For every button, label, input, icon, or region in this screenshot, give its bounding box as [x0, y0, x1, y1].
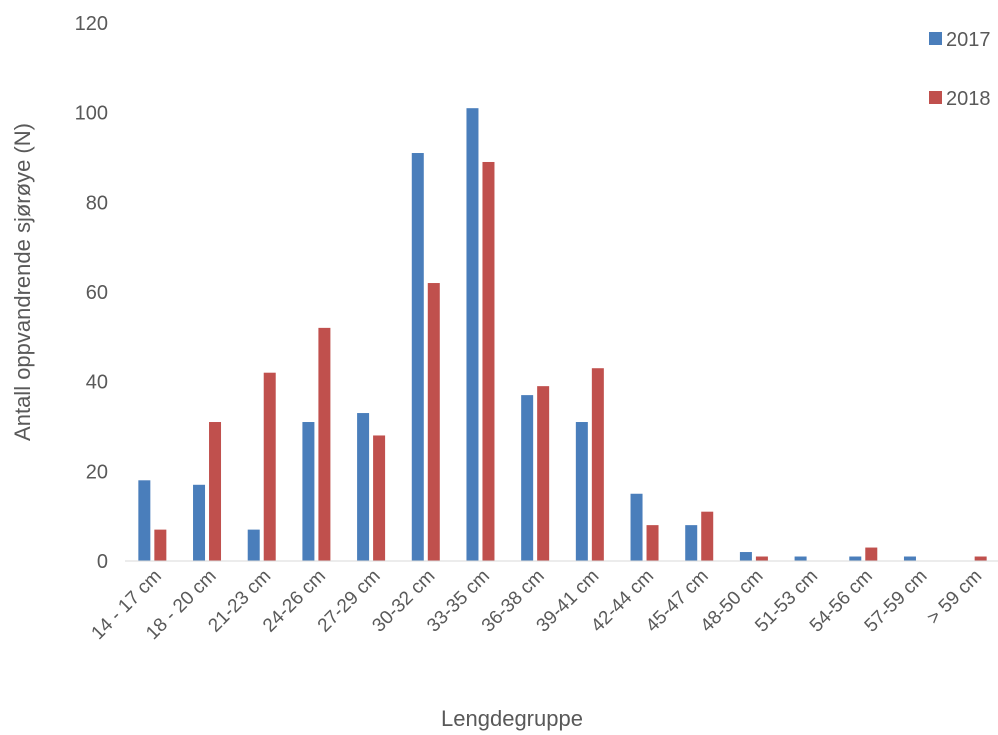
bar-2018-4 [318, 327, 331, 561]
bar-2017-11 [685, 525, 698, 561]
bar-2017-9 [575, 422, 588, 561]
bar-2018-16 [974, 556, 987, 561]
bar-2018-3 [263, 372, 276, 561]
y-tick-label: 40 [86, 372, 108, 394]
bar-2018-7 [482, 161, 495, 561]
legend-swatch-2018 [929, 91, 942, 104]
legend-label-2018: 2018 [946, 88, 991, 110]
bar-2017-5 [357, 413, 370, 561]
bar-2017-14 [849, 556, 862, 561]
legend-swatch-2017 [929, 32, 942, 45]
bar-2018-11 [701, 511, 714, 561]
x-axis-label: Lengdegruppe [441, 706, 583, 731]
x-tick-label: > 59 cm [923, 566, 986, 629]
bar-2018-12 [755, 556, 768, 561]
y-tick-label: 0 [97, 551, 108, 573]
bar-2018-2 [209, 422, 222, 561]
bars [138, 108, 987, 561]
bar-2018-10 [646, 525, 659, 561]
y-tick-label: 60 [86, 282, 108, 304]
bar-2017-7 [466, 108, 479, 561]
y-axis-label: Antall oppvandrende sjørøye (N) [10, 123, 35, 441]
y-tick-label: 20 [86, 461, 108, 483]
legend: 2017 2018 [929, 29, 991, 110]
bar-2018-9 [591, 368, 604, 561]
bar-2018-1 [154, 529, 167, 561]
legend-label-2017: 2017 [946, 29, 991, 51]
bar-2017-1 [138, 480, 151, 561]
bar-2017-4 [302, 422, 315, 561]
y-tick-label: 120 [75, 13, 108, 35]
bar-2017-13 [794, 556, 807, 561]
bar-2018-14 [865, 547, 878, 561]
y-tick-label: 100 [75, 103, 108, 125]
bar-2017-10 [630, 493, 643, 561]
bar-2017-3 [247, 529, 260, 561]
bar-2017-15 [903, 556, 916, 561]
bar-2017-6 [411, 153, 424, 561]
bar-2018-8 [537, 386, 550, 561]
bar-2017-2 [193, 484, 206, 561]
bar-2017-12 [739, 552, 752, 561]
bar-2017-8 [521, 395, 534, 561]
y-axis-ticks: 0 20 40 60 80 100 120 [75, 13, 108, 573]
y-tick-label: 80 [86, 192, 108, 214]
bar-2018-5 [373, 435, 386, 561]
bar-2018-6 [427, 283, 440, 561]
